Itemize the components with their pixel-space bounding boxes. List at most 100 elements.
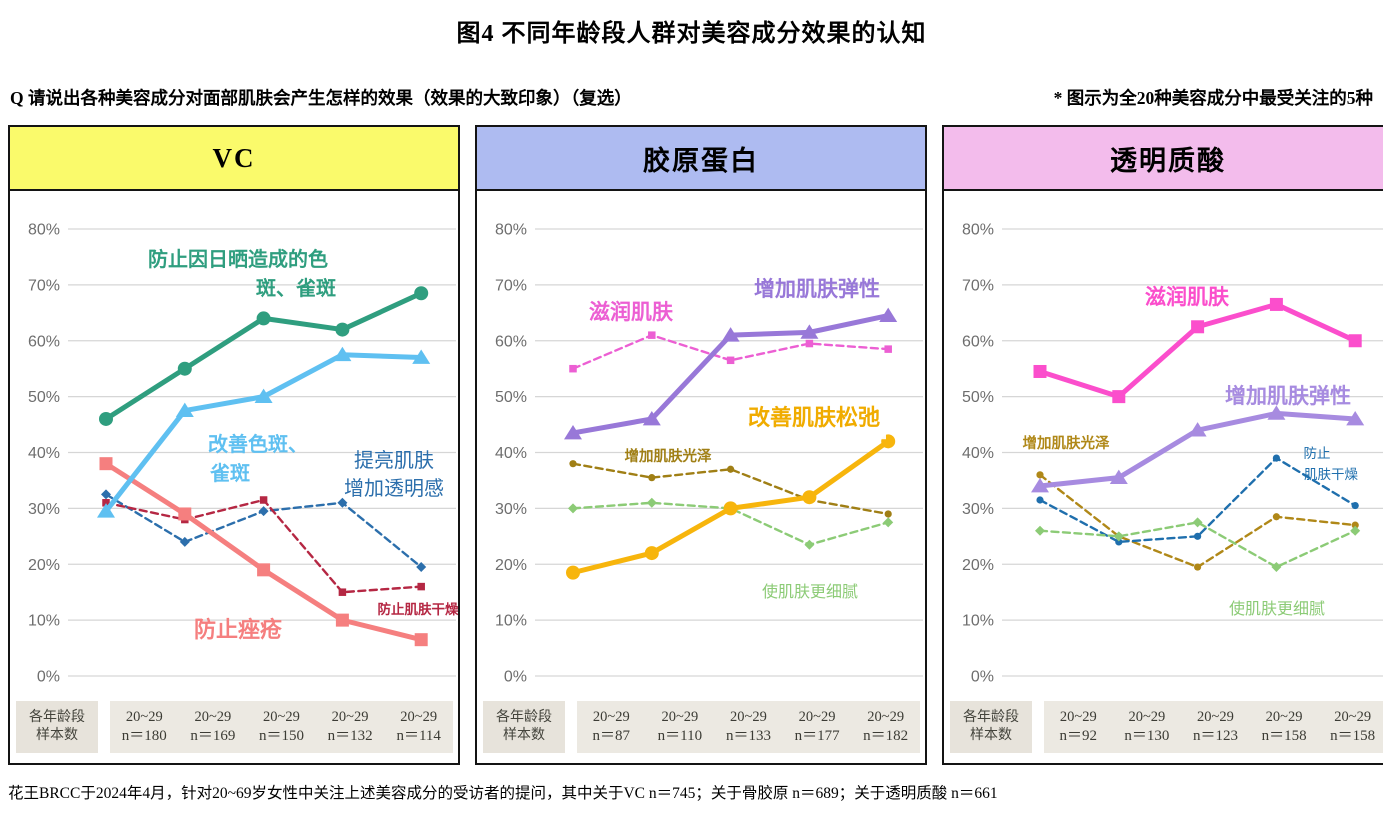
y-tick: 0%	[504, 669, 527, 686]
age-label: 20~29	[1334, 709, 1372, 725]
sample-size: n＝123	[1192, 728, 1238, 744]
series-label: 使肌肤更细腻	[1229, 600, 1325, 618]
y-tick: 10%	[962, 613, 994, 630]
series-label: 增加肌肤光泽	[1023, 434, 1110, 452]
age-label: 20~29	[1197, 709, 1234, 725]
axis-row-header: 各年龄段 样本数	[16, 701, 98, 753]
series-label: 滋润肌肤	[1145, 285, 1230, 309]
y-grid: 80% 70% 60% 50% 40% 30% 20% 10% 0%	[495, 222, 923, 686]
series-label: 改善色斑、雀斑	[208, 432, 308, 485]
page-title: 图4 不同年龄段人群对美容成分效果的认知	[456, 21, 927, 47]
panel-header-1: VC	[10, 127, 458, 191]
series-label: 滋润肌肤	[589, 300, 674, 324]
panel-title: 透明质酸	[1110, 145, 1226, 176]
axis-row-header-line: 各年龄段	[963, 710, 1019, 725]
footnote-text: 花王BRCC于2024年4月，针对20~69岁女性中关注上述美容成分的受访者的提…	[8, 785, 998, 802]
axis-row-header-line: 各年龄段	[29, 710, 85, 725]
series-label: 使肌肤更细腻	[762, 583, 858, 601]
svg-text:增加肌肤弹性: 增加肌肤弹性	[1225, 384, 1351, 408]
axis-columns: 20~29 n＝180 20~29 n＝169 20~29 n＝150 20~29 n＝132…	[110, 701, 453, 753]
age-column: 20~29 n＝132	[316, 701, 385, 753]
y-tick: 80%	[28, 222, 60, 239]
chart-1: 80% 70% 60% 50% 40% 30% 20% 10% 0% 防止因日晒造成的色斑、雀斑改…	[28, 222, 459, 686]
age-column: 20~29 n＝123	[1181, 701, 1250, 753]
series-label: 增加肌肤弹性	[754, 277, 880, 301]
panel-header-3: 透明质酸	[944, 127, 1383, 191]
age-label: 20~29	[592, 709, 630, 725]
panel-title: VC	[212, 142, 256, 173]
series-3	[1035, 517, 1361, 573]
y-tick: 0%	[37, 669, 60, 686]
axis-columns: 20~29 n＝92 20~29 n＝130 20~29 n＝123 20~29 n＝158 2…	[1044, 701, 1383, 753]
age-label: 20~29	[263, 709, 300, 725]
series-3	[99, 457, 428, 647]
y-tick: 80%	[962, 222, 994, 239]
series-label: 防止痤疮	[194, 617, 282, 642]
age-label: 20~29	[1265, 709, 1303, 725]
series-label: 改善肌肤松弛	[742, 401, 886, 440]
axis-columns: 20~29 n＝87 20~29 n＝110 20~29 n＝133 20~29 n＝177 2…	[577, 701, 920, 753]
series-2	[1036, 454, 1359, 546]
series-4	[97, 346, 431, 518]
series-5	[99, 286, 429, 426]
sample-size: n＝158	[1330, 728, 1376, 744]
y-tick: 50%	[495, 389, 527, 406]
panel-3: 透明质酸 80% 70% 60% 50% 40% 30% 20% 10% 0% 滋润肌肤 增加肌肤弹性…	[942, 125, 1383, 765]
svg-text:防止因日晒造成的色斑、雀斑: 防止因日晒造成的色斑、雀斑	[148, 247, 336, 300]
y-tick: 70%	[495, 277, 527, 294]
sample-size: n＝114	[396, 728, 441, 744]
age-label: 20~29	[194, 709, 232, 725]
series-1	[569, 331, 892, 373]
y-tick: 10%	[28, 613, 60, 630]
series-4	[566, 434, 896, 580]
axis-row-header-line: 样本数	[503, 728, 545, 743]
axis-row-header: 各年龄段 样本数	[483, 701, 565, 753]
y-tick: 0%	[971, 669, 994, 686]
y-tick: 20%	[495, 557, 527, 574]
sample-size: n＝87	[592, 728, 631, 744]
y-tick: 40%	[28, 445, 60, 462]
axis-band-1: 各年龄段 样本数 20~29 n＝180 20~29 n＝169 20~29 n＝150 20~…	[10, 699, 458, 763]
age-column: 20~29 n＝158	[1250, 701, 1319, 753]
panel-title: 胶原蛋白	[643, 145, 759, 176]
axis-row-header-line: 样本数	[970, 728, 1012, 743]
series-label: 防止肌肤干燥	[1304, 446, 1359, 482]
age-label: 20~29	[798, 709, 836, 725]
series-label: 增加肌肤弹性	[1225, 384, 1351, 408]
y-tick: 50%	[28, 389, 60, 406]
age-label: 20~29	[1059, 709, 1097, 725]
sample-size: n＝177	[794, 728, 840, 744]
y-tick: 80%	[495, 222, 527, 239]
svg-text:滋润肌肤: 滋润肌肤	[589, 300, 674, 324]
age-column: 20~29 n＝169	[179, 701, 248, 753]
series-1	[101, 489, 427, 573]
sample-size: n＝180	[121, 728, 167, 744]
sample-size: n＝169	[190, 728, 236, 744]
age-column: 20~29 n＝110	[646, 701, 715, 753]
svg-text:使肌肤更细腻: 使肌肤更细腻	[1229, 600, 1325, 618]
svg-text:改善肌肤松弛: 改善肌肤松弛	[748, 405, 880, 430]
axis-band-3: 各年龄段 样本数 20~29 n＝92 20~29 n＝130 20~29 n＝123 20~2…	[944, 699, 1383, 763]
y-tick: 40%	[495, 445, 527, 462]
age-column: 20~29 n＝158	[1318, 701, 1383, 753]
svg-text:增加肌肤光泽: 增加肌肤光泽	[1023, 434, 1110, 452]
series-label: 防止因日晒造成的色斑、雀斑	[148, 247, 336, 300]
age-label: 20~29	[331, 709, 369, 725]
y-tick: 50%	[962, 389, 994, 406]
series-5	[564, 307, 898, 440]
svg-text:防止痤疮: 防止痤疮	[194, 617, 282, 642]
y-tick: 60%	[962, 333, 994, 350]
panel-1: VC 80% 70% 60% 50% 40% 30% 20% 10% 0% 防止因日晒造成的色斑、雀…	[8, 125, 460, 765]
series-5	[1033, 297, 1362, 404]
series-label: 提亮肌肤增加透明感	[344, 449, 444, 500]
sample-size: n＝133	[725, 728, 771, 744]
series-label: 防止肌肤干燥	[378, 601, 459, 617]
sample-size: n＝130	[1124, 728, 1170, 744]
y-tick: 10%	[495, 613, 527, 630]
question-text: Q 请说出各种美容成分对面部肌肤会产生怎样的效果（效果的大致印象）（复选）	[10, 88, 632, 108]
chart-2: 80% 70% 60% 50% 40% 30% 20% 10% 0% 滋润肌肤 增加肌肤弹性改善肌肤…	[495, 222, 923, 686]
axis-row-header: 各年龄段 样本数	[950, 701, 1032, 753]
age-column: 20~29 n＝150	[247, 701, 316, 753]
age-column: 20~29 n＝130	[1113, 701, 1182, 753]
